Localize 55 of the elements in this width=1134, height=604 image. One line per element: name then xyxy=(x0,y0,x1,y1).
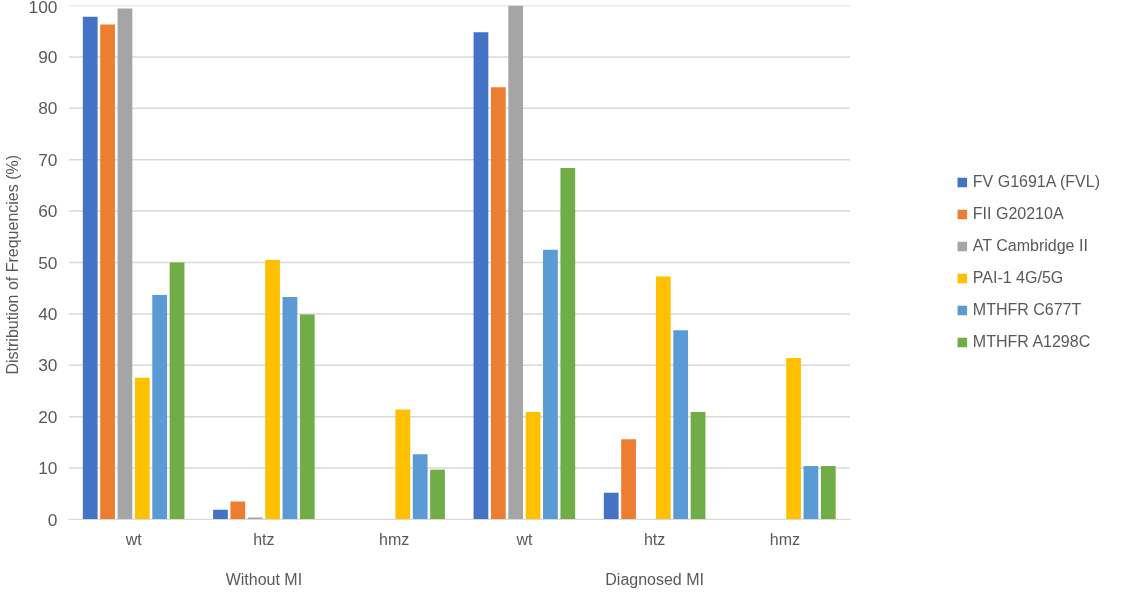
x-tick-label: wt xyxy=(515,530,533,548)
y-tick-label: 100 xyxy=(28,0,58,17)
bar xyxy=(117,8,133,520)
legend-label: MTHFR A1298C xyxy=(972,333,1091,351)
legend-label: PAI-1 4G/5G xyxy=(972,269,1064,287)
bar xyxy=(820,466,836,520)
x-tick-label: hmz xyxy=(769,530,800,548)
bar xyxy=(673,330,689,520)
y-axis-title: Distribution of Frequencies (%) xyxy=(3,154,21,375)
bar xyxy=(690,412,706,520)
bar xyxy=(412,454,428,520)
y-tick-label: 10 xyxy=(38,458,58,479)
bar xyxy=(395,409,411,520)
bar xyxy=(786,358,801,520)
bar xyxy=(603,492,619,520)
legend-label: MTHFR C677T xyxy=(972,301,1082,319)
bar xyxy=(230,501,246,520)
bar xyxy=(473,32,489,520)
y-tick-label: 80 xyxy=(38,98,58,119)
bar xyxy=(82,16,98,520)
legend-label: AT Cambridge II xyxy=(972,237,1088,255)
x-tick-label: hmz xyxy=(379,530,410,548)
bar xyxy=(299,314,315,520)
bar xyxy=(100,24,115,520)
y-tick-label: 90 xyxy=(38,46,58,67)
bar xyxy=(282,296,298,520)
y-tick-label: 70 xyxy=(38,149,58,170)
bar xyxy=(543,249,558,520)
legend-label: FII G20210A xyxy=(972,205,1064,223)
bar xyxy=(169,262,185,520)
legend-label: FV G1691A (FVL) xyxy=(972,173,1100,191)
bar xyxy=(430,469,445,520)
x-tick-label: htz xyxy=(253,530,275,548)
y-tick-label: 60 xyxy=(38,201,58,222)
bar xyxy=(525,412,541,520)
bar xyxy=(265,259,280,520)
x-tick-label: wt xyxy=(124,530,143,548)
bar xyxy=(508,5,524,520)
x-tick-label: htz xyxy=(643,530,666,548)
bar xyxy=(803,466,819,520)
bar xyxy=(247,517,263,520)
y-tick-label: 50 xyxy=(38,252,58,273)
bar xyxy=(621,439,636,520)
bar xyxy=(213,509,228,520)
y-tick-label: 40 xyxy=(38,303,58,324)
y-tick-label: 20 xyxy=(38,406,58,427)
y-tick-label: 0 xyxy=(47,509,58,530)
bar xyxy=(152,294,168,520)
text: Diagnosed MI xyxy=(605,570,704,588)
bar xyxy=(134,377,150,520)
text: Without MI xyxy=(225,570,303,588)
y-tick-label: 30 xyxy=(38,355,58,376)
bar xyxy=(655,276,671,520)
bar xyxy=(560,167,576,520)
bar xyxy=(490,87,506,520)
